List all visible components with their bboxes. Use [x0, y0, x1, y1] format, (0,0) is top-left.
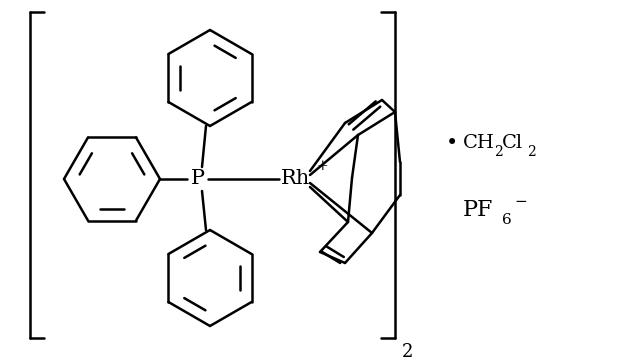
Text: CH: CH — [463, 134, 495, 152]
Text: 2: 2 — [494, 145, 503, 159]
Text: P: P — [191, 169, 205, 189]
Text: Rh: Rh — [280, 169, 310, 189]
Text: −: − — [514, 195, 527, 209]
Text: +: + — [317, 159, 328, 173]
Text: PF: PF — [463, 199, 493, 221]
Text: 2: 2 — [402, 343, 413, 358]
Text: •: • — [446, 134, 458, 153]
Text: 2: 2 — [527, 145, 536, 159]
Text: 6: 6 — [502, 213, 512, 227]
Text: Cl: Cl — [502, 134, 523, 152]
